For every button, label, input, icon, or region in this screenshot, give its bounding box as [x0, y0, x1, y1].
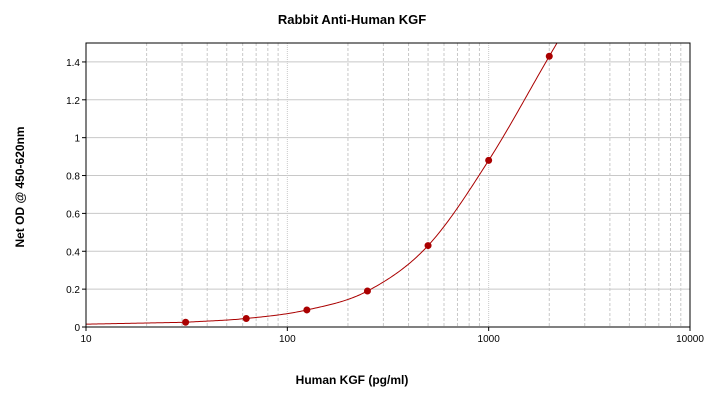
- y-axis-label: Net OD @ 450-620nm: [13, 126, 27, 247]
- data-point: [485, 156, 493, 164]
- data-point: [303, 306, 311, 314]
- y-axis-ticks: 0 0.2 0.4 0.6 0.8 1 1.2 1.4: [66, 58, 86, 334]
- data-point: [182, 318, 190, 326]
- y-tick-label: 0.4: [66, 247, 80, 258]
- plot-frame: [85, 42, 691, 328]
- y-tick-label: 1.4: [66, 58, 80, 69]
- fit-curve-layer: [85, 42, 558, 325]
- y-tick-label: 0.6: [66, 209, 80, 220]
- y-tick-label: 1: [74, 134, 80, 145]
- chart-title: Rabbit Anti-Human KGF: [278, 12, 426, 27]
- x-tick-label: 100: [279, 334, 296, 345]
- x-tick-label: 1000: [478, 334, 501, 345]
- x-tick-label: 10000: [676, 334, 704, 345]
- y-tick-label: 0.8: [66, 172, 80, 183]
- data-point: [545, 52, 553, 60]
- data-point: [363, 287, 371, 295]
- y-tick-label: 0: [74, 323, 80, 334]
- y-tick-label: 0.2: [66, 285, 80, 296]
- y-tick-label: 1.2: [66, 96, 80, 107]
- x-tick-label: 10: [80, 334, 92, 345]
- x-axis-ticks: 10 100 1000 10000: [80, 327, 704, 345]
- fit-curve: [85, 42, 558, 325]
- data-point: [242, 314, 250, 322]
- data-point: [424, 242, 432, 250]
- x-axis-label: Human KGF (pg/ml): [296, 373, 409, 387]
- grid: [86, 43, 690, 327]
- data-points: [182, 52, 553, 326]
